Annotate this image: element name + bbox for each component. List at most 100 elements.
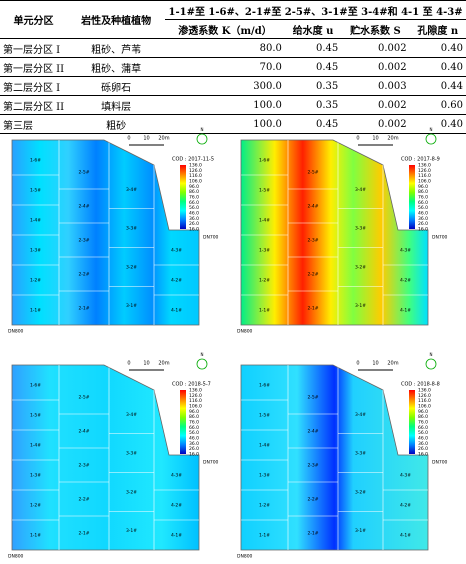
legend-tick: 36.0 [418,216,428,222]
cell-label: 2-2# [78,272,89,278]
header-cell: 给水度 u [284,19,342,39]
table-cell: 0.003 [341,76,410,96]
legend-tick: 126.0 [189,168,202,174]
cell-label: 1-2# [30,503,41,509]
cell-label: 2-3# [307,238,318,244]
table-cell: 第一层分区 I [0,38,68,58]
legend-tick: 16.0 [418,227,428,233]
scale-label: 20m [158,361,169,367]
cell-label: 3-1# [355,303,366,309]
cell-label: 4-3# [400,248,411,254]
cell-label: 3-1# [126,303,137,309]
table-cell: 第二层分区 II [0,95,68,115]
header-cell: 岩性及种植植物 [67,0,166,39]
legend-tick: 86.0 [189,414,199,420]
cell-label: 1-3# [30,248,41,254]
legend-tick: 56.0 [418,430,428,436]
legend-tick: 106.0 [418,179,431,185]
legend-tick: 46.0 [418,436,428,442]
cell-label: 2-3# [307,463,318,469]
legend-title: COD : 2017-11-5 [172,157,214,163]
cell-label: 4-1# [400,533,411,539]
cell-label: 1-6# [259,158,270,164]
cell-label: 1-3# [30,473,41,479]
legend-tick: 86.0 [418,189,428,195]
outlet-label: DN700 [432,235,448,241]
table-cell: 粗砂、芦苇 [67,38,166,58]
cell-grid: 1-6# 1-5# 1-4# 1-3# 1-2# 1-1# 2-5# 2-4# 2-3# 2-2#… [12,365,199,550]
legend-tick: 86.0 [189,189,199,195]
map-area [11,364,200,551]
table-row: 第一层分区 II 粗砂、蒲草 70.0 0.45 0.002 0.40 [0,57,466,77]
table-cell: 0.40 [409,114,466,134]
contour-map: 1-6# 1-5# 1-4# 1-3# 1-2# 1-1# 2-5# 2-4# 2-3# 2-2#… [8,127,219,335]
cell-label: 1-1# [30,533,41,539]
cell-label: 2-5# [78,395,89,401]
legend-tick: 116.0 [189,173,202,179]
legend-tick: 76.0 [418,195,428,201]
north-label: N [430,352,433,357]
colorbar [409,165,415,229]
cell-label: 3-4# [126,187,137,193]
cell-label: 1-4# [259,443,270,449]
table-cell: 80.0 [165,38,285,58]
cell-label: 2-4# [78,429,89,435]
legend-tick: 46.0 [189,436,199,442]
cell-label: 3-1# [126,528,137,534]
cell-label: 1-4# [30,443,41,449]
header-cell: 贮水系数 S [341,19,410,39]
legend-tick: 96.0 [418,409,428,415]
legend-tick: 56.0 [189,205,199,211]
cell-label: 2-1# [307,531,318,537]
legend-tick: 76.0 [189,195,199,201]
header-cell: 孔隙度 n [409,19,466,39]
inlet-label: DN800 [237,554,253,560]
cell-label: 2-2# [307,497,318,503]
cell-label: 2-5# [78,170,89,176]
scale-label: 10 [372,136,378,142]
cell-grid: 1-6# 1-5# 1-4# 1-3# 1-2# 1-1# 2-5# 2-4# 2-3# 2-2#… [241,365,428,550]
colorbar [409,390,415,454]
cell-label: 3-3# [355,451,366,457]
outlet-label: DN700 [432,460,448,466]
cell-label: 2-4# [307,204,318,210]
legend-tick: 26.0 [418,221,428,227]
cell-label: 4-2# [400,278,411,284]
cell-grid: 1-6# 1-5# 1-4# 1-3# 1-2# 1-1# 2-5# 2-4# 2-3# 2-2#… [241,140,428,325]
cell-label: 1-5# [30,413,41,419]
cell-label: 2-2# [78,497,89,503]
north-arrow [425,358,437,370]
cell-label: 2-5# [307,170,318,176]
legend-tick: 86.0 [418,414,428,420]
cell-label: 4-3# [400,473,411,479]
legend-tick: 26.0 [189,221,199,227]
map-area [11,139,200,326]
table-cell: 0.45 [284,38,342,58]
cell-label: 4-3# [171,473,182,479]
table-cell: 第一层分区 II [0,57,68,77]
cell-label: 2-5# [307,395,318,401]
cell-label: 3-1# [355,528,366,534]
cell-label: 4-1# [171,308,182,314]
legend-tick: 106.0 [418,404,431,410]
north-arrow [196,133,208,145]
table-row: 第二层分区 II 填料层 100.0 0.35 0.002 0.60 [0,95,466,115]
outlet-label: DN700 [203,235,219,241]
scale-label: 10 [143,136,149,142]
cell-label: 3-2# [355,489,366,495]
legend-tick: 36.0 [189,216,199,222]
table-cell: 0.40 [409,38,466,58]
cell-label: 2-1# [78,306,89,312]
header-cell: 渗透系数 K（m/d） [165,19,285,39]
cell-grid: 1-6# 1-5# 1-4# 1-3# 1-2# 1-1# 2-5# 2-4# 2-3# 2-2#… [12,140,199,325]
legend-tick: 96.0 [418,184,428,190]
legend-tick: 116.0 [418,398,431,404]
scale-label: 0 [356,361,359,367]
north-arrow [196,358,208,370]
legend-tick: 76.0 [418,420,428,426]
map-area [240,139,429,326]
table-row: 第三层 粗砂 100.0 0.45 0.002 0.40 [0,114,466,134]
header-cell: 单元分区 [0,0,68,39]
cell-label: 3-3# [355,226,366,232]
